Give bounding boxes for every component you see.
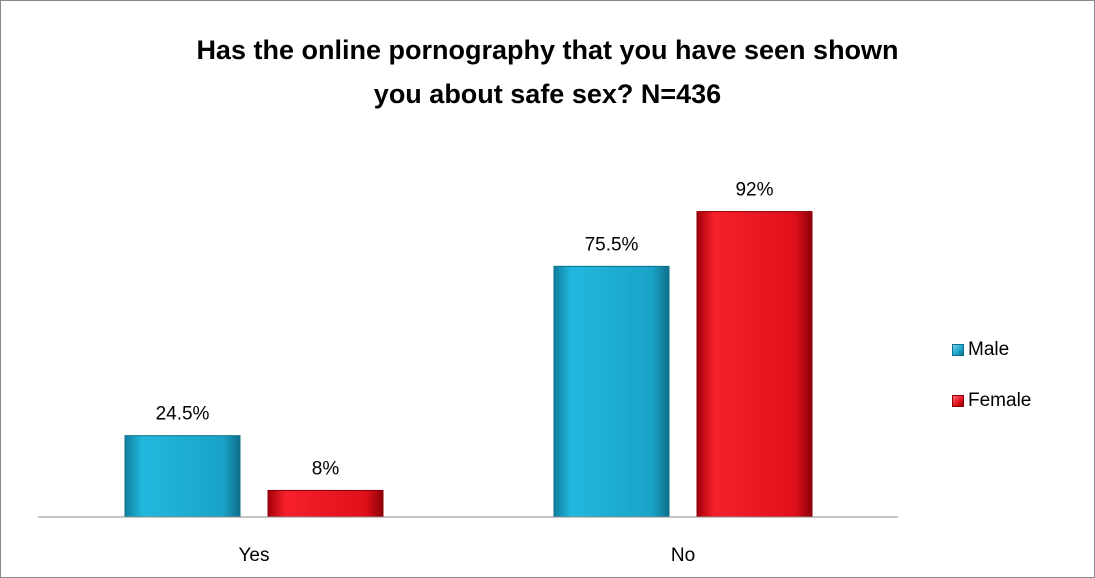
data-label-male-no: 75.5% xyxy=(585,234,639,255)
legend-label-female: Female xyxy=(968,390,1032,411)
data-label-male-yes: 24.5% xyxy=(156,404,210,425)
bar-male-yes xyxy=(124,435,241,518)
legend-item-male: Male xyxy=(952,338,1031,362)
chart-title-line-1: Has the online pornography that you have… xyxy=(196,35,899,65)
bar-male-no xyxy=(553,265,670,518)
legend-swatch-male xyxy=(952,344,964,356)
legend-label-male: Male xyxy=(968,339,1010,360)
chart-title: Has the online pornography that you have… xyxy=(0,28,1095,116)
chart-title-line-2: you about safe sex? N=436 xyxy=(373,79,722,109)
bar-female-no xyxy=(696,211,813,518)
x-tick-label-yes: Yes xyxy=(239,545,270,566)
data-label-female-yes: 8% xyxy=(312,458,340,479)
data-label-female-no: 92% xyxy=(735,180,773,201)
legend: Male Female xyxy=(952,338,1031,440)
x-tick-label-no: No xyxy=(671,545,695,566)
bar-female-yes xyxy=(267,489,384,518)
legend-swatch-female xyxy=(952,395,964,407)
legend-item-female: Female xyxy=(952,389,1031,413)
